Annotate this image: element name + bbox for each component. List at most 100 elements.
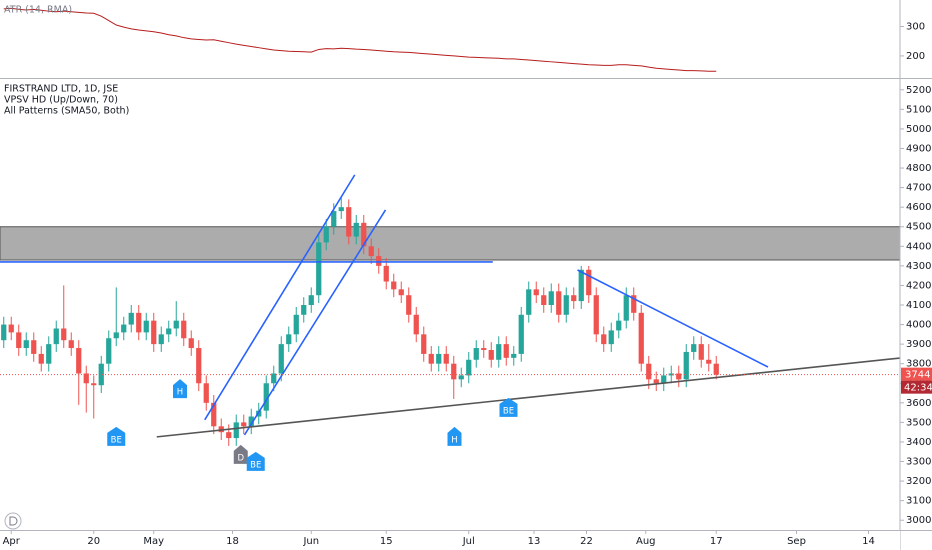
candle-body bbox=[346, 207, 352, 237]
candle bbox=[361, 215, 367, 255]
candle bbox=[698, 336, 704, 368]
candle bbox=[323, 218, 329, 251]
candle-body bbox=[398, 289, 404, 296]
candle bbox=[98, 355, 104, 394]
y-tick-label: 3600 bbox=[906, 398, 931, 409]
pattern-label: BE bbox=[250, 460, 261, 470]
candle bbox=[383, 258, 389, 290]
y-tick-label: 4500 bbox=[906, 222, 931, 233]
y-tick-label: 3100 bbox=[906, 496, 931, 507]
y-tick-label: 4400 bbox=[906, 241, 931, 252]
candle-body bbox=[181, 320, 187, 339]
candle-body bbox=[436, 353, 442, 364]
candle-body bbox=[496, 344, 502, 360]
y-tick-label: 4300 bbox=[906, 261, 931, 272]
candle bbox=[593, 287, 599, 343]
candle-body bbox=[616, 320, 622, 331]
atr-tick-label: 200 bbox=[906, 51, 925, 62]
candle bbox=[481, 340, 487, 358]
candle-body bbox=[226, 432, 232, 439]
candle bbox=[458, 367, 464, 388]
candle-body bbox=[331, 211, 337, 227]
candle-body bbox=[158, 334, 164, 345]
candle bbox=[46, 336, 52, 372]
candle bbox=[466, 351, 472, 384]
candle-body bbox=[286, 334, 292, 345]
candle-body bbox=[451, 363, 457, 380]
candle-body bbox=[548, 291, 554, 305]
candle bbox=[571, 287, 577, 309]
candle bbox=[676, 365, 682, 388]
candle bbox=[496, 336, 502, 368]
trend-line bbox=[204, 174, 356, 421]
candle-body bbox=[323, 226, 329, 243]
candle bbox=[391, 273, 397, 298]
candle-body bbox=[353, 222, 359, 237]
trend-line bbox=[577, 269, 769, 368]
candle bbox=[473, 340, 479, 368]
logo[interactable] bbox=[4, 512, 22, 530]
pattern-marker bbox=[246, 451, 265, 471]
candle-body bbox=[211, 402, 217, 427]
candle-body bbox=[676, 373, 682, 380]
pattern-marker bbox=[447, 426, 462, 446]
candle-body bbox=[653, 379, 659, 384]
indicator-legend: All Patterns (SMA50, Both) bbox=[4, 106, 129, 117]
candle-body bbox=[593, 295, 599, 335]
candle bbox=[406, 287, 412, 323]
candle-body bbox=[31, 340, 37, 354]
candle-body bbox=[481, 348, 487, 350]
candle-body bbox=[121, 324, 127, 333]
candle-body bbox=[376, 256, 382, 266]
candle-body bbox=[143, 320, 149, 333]
candle-body bbox=[196, 348, 202, 384]
candle-body bbox=[646, 363, 652, 380]
candle bbox=[601, 326, 607, 352]
candle bbox=[76, 340, 82, 405]
pattern-label: H bbox=[451, 435, 457, 445]
candle-body bbox=[98, 363, 104, 386]
candle-body bbox=[488, 350, 494, 360]
candle bbox=[586, 265, 592, 304]
x-tick-label: 17 bbox=[710, 536, 723, 547]
candle bbox=[68, 332, 74, 356]
pattern-label: D bbox=[237, 453, 244, 463]
candle bbox=[368, 238, 374, 264]
countdown-box bbox=[901, 380, 932, 394]
candle bbox=[293, 306, 299, 343]
candle bbox=[196, 340, 202, 392]
candle-body bbox=[91, 383, 97, 386]
y-tick-label: 3300 bbox=[906, 457, 931, 468]
candle bbox=[83, 365, 89, 413]
candle-body bbox=[458, 375, 464, 380]
candle-body bbox=[271, 373, 277, 384]
candle-body bbox=[586, 269, 592, 296]
candle bbox=[511, 346, 517, 366]
candle bbox=[526, 281, 532, 323]
candle bbox=[38, 346, 44, 372]
candle-body bbox=[406, 295, 412, 315]
candle bbox=[413, 306, 419, 343]
candle-body bbox=[113, 332, 119, 339]
candle-body bbox=[308, 295, 314, 305]
candle-body bbox=[503, 344, 509, 358]
x-tick-label: 13 bbox=[528, 536, 541, 547]
x-tick-label: 14 bbox=[862, 536, 875, 547]
candle bbox=[91, 375, 97, 419]
candle bbox=[638, 305, 644, 372]
candle bbox=[61, 285, 67, 349]
candle bbox=[398, 281, 404, 304]
candle-body bbox=[713, 363, 719, 375]
candle-body bbox=[293, 314, 299, 335]
candle-body bbox=[413, 314, 419, 335]
candle bbox=[106, 330, 112, 372]
candle bbox=[556, 283, 562, 323]
x-tick-label: Apr bbox=[3, 536, 21, 547]
candle-body bbox=[368, 246, 374, 257]
candle bbox=[173, 301, 179, 337]
y-tick-label: 5000 bbox=[906, 124, 931, 135]
last-price-label: 3744 bbox=[905, 370, 930, 381]
last-price-box bbox=[901, 367, 932, 381]
candle-body bbox=[23, 340, 29, 349]
